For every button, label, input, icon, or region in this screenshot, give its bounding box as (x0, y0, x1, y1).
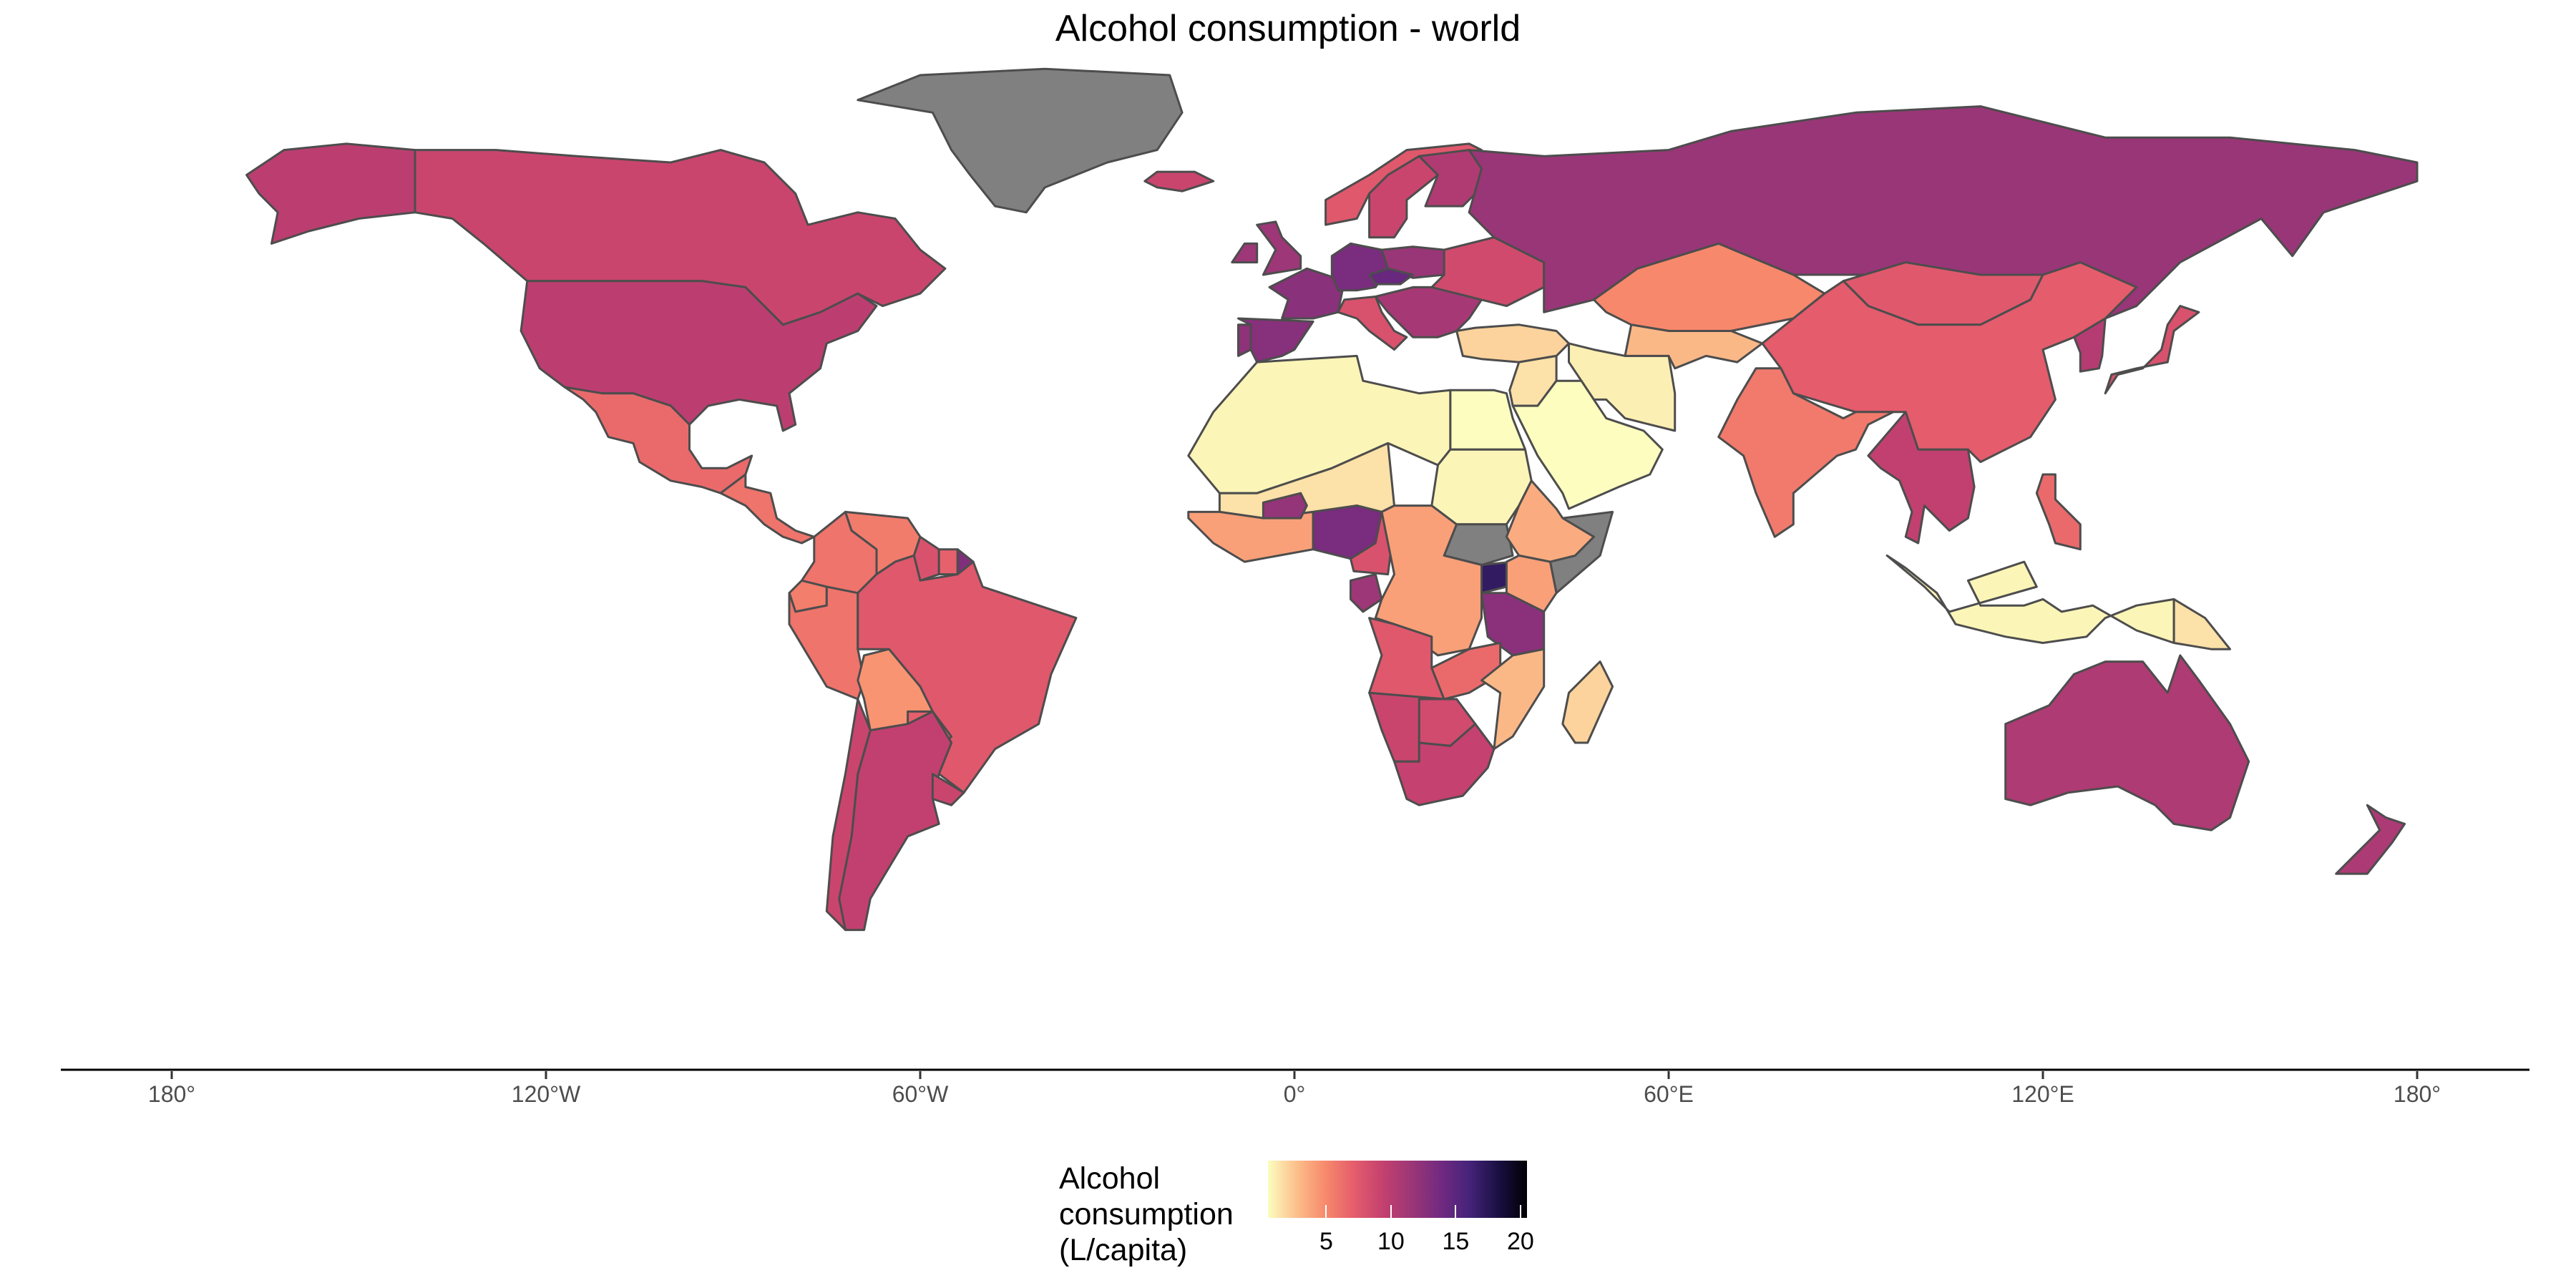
region-japan (2104, 305, 2200, 395)
region-kenya (1505, 554, 1558, 613)
region-central-africa (1374, 504, 1483, 657)
region-ireland (1231, 242, 1259, 264)
legend-tick-mark (1325, 1205, 1327, 1218)
region-alaska (245, 142, 416, 245)
region-canada (414, 149, 947, 326)
region-suriname (937, 548, 959, 576)
region-ethiopia (1505, 479, 1595, 563)
region-greenland (857, 67, 1184, 214)
x-tick-label: 180° (2394, 1081, 2441, 1107)
region-australia (2004, 654, 2250, 831)
x-tick-label: 120°E (2011, 1081, 2074, 1107)
x-tick-label: 180° (148, 1081, 195, 1107)
region-papua-new-guinea (2172, 597, 2231, 650)
x-tick-label: 120°W (512, 1081, 581, 1107)
region-central-america (719, 473, 816, 545)
region-korea (2073, 317, 2107, 373)
region-iceland (1143, 170, 1215, 192)
legend-tick-mark (1455, 1205, 1457, 1218)
legend-tick-label: 5 (1319, 1228, 1333, 1255)
region-gabon (1350, 573, 1383, 613)
region-portugal (1237, 323, 1252, 357)
region-united-kingdom (1256, 220, 1302, 276)
legend-tick-mark (1519, 1205, 1521, 1218)
region-balkans (1374, 286, 1483, 338)
legend-tick-label: 15 (1442, 1228, 1470, 1255)
region-west-africa (1187, 510, 1314, 563)
region-madagascar (1561, 660, 1614, 744)
region-turkey (1455, 323, 1570, 364)
legend-tick-label: 20 (1507, 1228, 1534, 1255)
region-france (1268, 267, 1346, 320)
legend-tick-label: 10 (1377, 1228, 1405, 1255)
legend-ticks: 5 10 15 20 (1268, 1205, 1534, 1261)
region-czechia (1368, 267, 1415, 286)
region-guyana (912, 535, 940, 582)
region-indonesia (1885, 554, 2175, 644)
region-new-zealand (2335, 804, 2406, 875)
region-uruguay (931, 773, 965, 806)
region-central-asia (1624, 323, 1764, 370)
legend-title: Alcohol consumption (L/capita) (1059, 1161, 1274, 1268)
legend-title-line-3: (L/capita) (1059, 1233, 1188, 1267)
region-southeast-asia (1867, 411, 1976, 545)
region-arabian-peninsula (1511, 379, 1664, 510)
region-chile (825, 698, 872, 932)
legend-colorbar (1268, 1161, 1527, 1218)
region-italy (1337, 296, 1408, 351)
region-burkina-faso (1262, 492, 1308, 519)
legend-title-line-1: Alcohol (1059, 1161, 1161, 1196)
x-tick-label: 60°W (892, 1081, 949, 1107)
legend-title-line-2: consumption (1059, 1197, 1234, 1231)
color-legend: Alcohol consumption (L/capita) 5 10 15 20 (1059, 1152, 1560, 1288)
x-tick-label: 0° (1284, 1081, 1306, 1107)
region-mozambique (1480, 648, 1546, 751)
x-axis-ticks: 180° 120°W 60°W 0° 60°E 120°E 180° (148, 1071, 2441, 1107)
legend-tick-mark (1390, 1205, 1392, 1218)
region-russia (1468, 105, 2419, 320)
region-india (1717, 367, 1895, 538)
region-philippines (2035, 473, 2082, 551)
region-south-africa (1393, 723, 1496, 806)
map-regions (245, 67, 2419, 932)
chart-title: Alcohol consumption - world (1055, 8, 1521, 49)
x-tick-label: 60°E (1644, 1081, 1694, 1107)
